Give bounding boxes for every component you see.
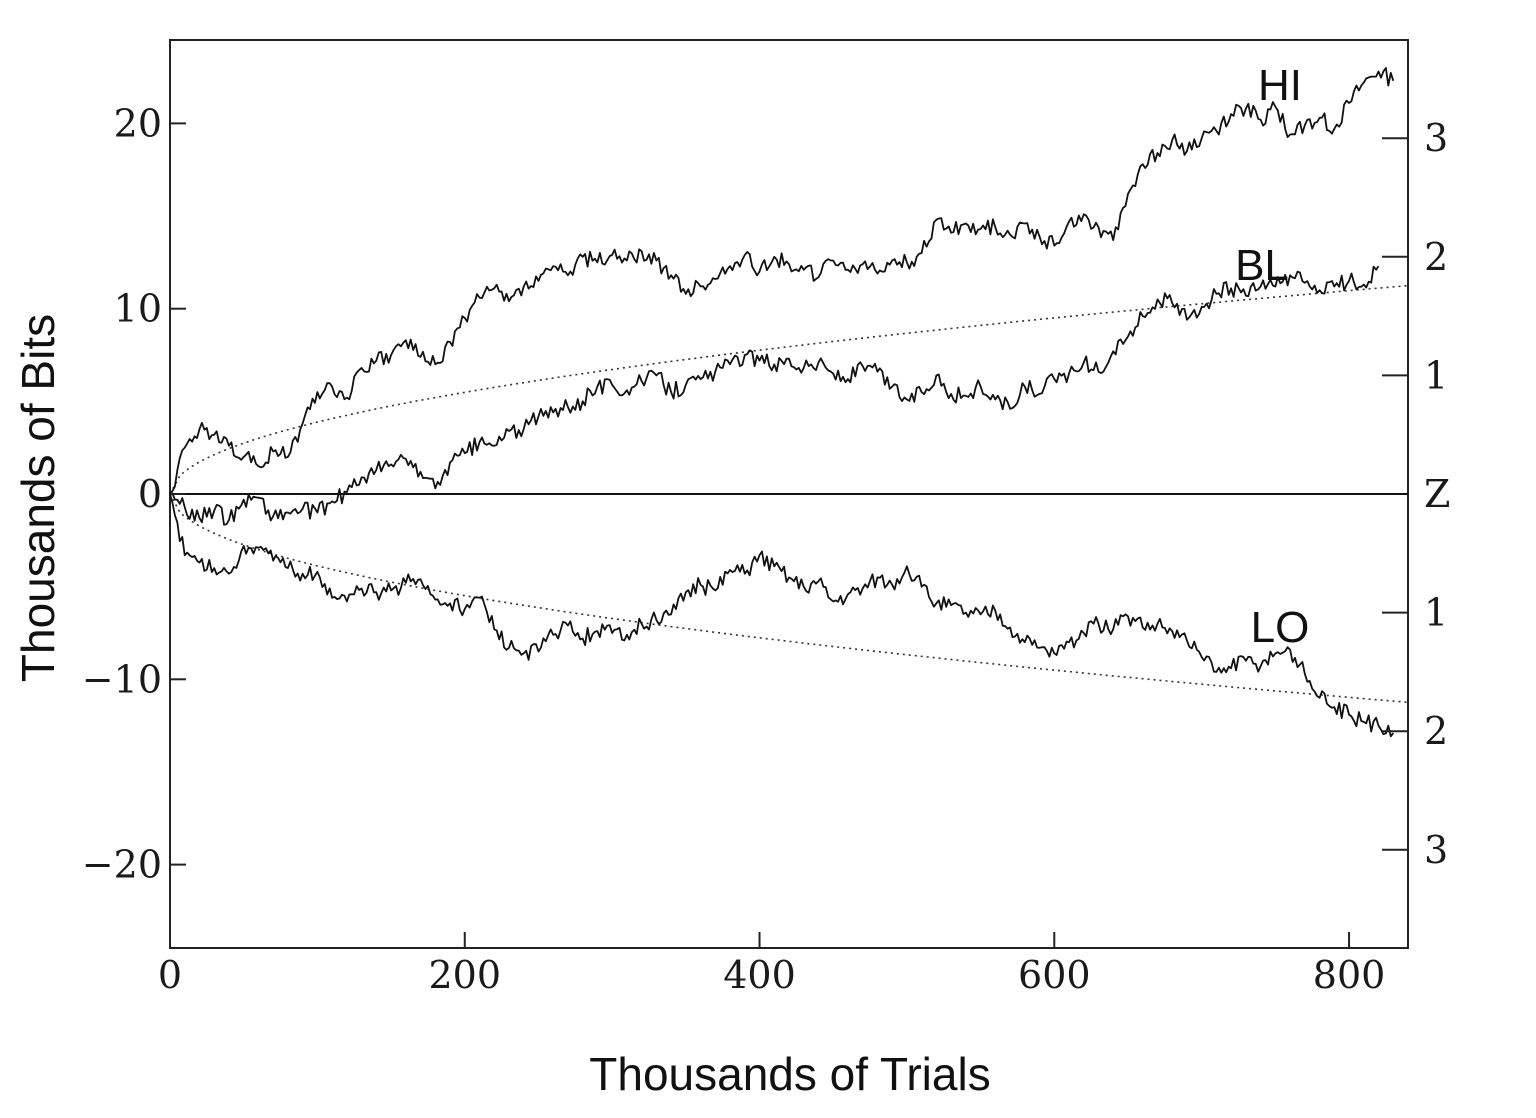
- x-tick-label: 200: [428, 953, 501, 997]
- y-tick-label: −20: [82, 843, 162, 887]
- y-tick-label: −10: [82, 657, 162, 701]
- y-axis-title: Thousands of Bits: [12, 314, 64, 682]
- z-tick-label: 3: [1424, 828, 1448, 872]
- x-tick-label: 400: [723, 953, 796, 997]
- y-tick-label: 0: [138, 472, 162, 516]
- z-tick-label: 1: [1424, 591, 1448, 635]
- series-group: [169, 67, 1395, 738]
- series-line-hi: [169, 67, 1395, 495]
- envelope-lower: [169, 493, 1409, 704]
- x-tick-label: 0: [158, 953, 182, 997]
- z-tick-label: 2: [1424, 235, 1448, 279]
- y-axis-ticks: −20 −10 0 10 20: [82, 101, 186, 887]
- series-line-bl: [169, 265, 1380, 526]
- right-z-axis-ticks: 3 2 1 Z 1 2 3: [1382, 116, 1450, 872]
- x-axis-ticks: 0 200 400 600 800: [158, 932, 1385, 997]
- y-tick-label: 10: [114, 287, 162, 331]
- series-label-lo: LO: [1251, 603, 1310, 652]
- z-tick-label: 1: [1424, 353, 1448, 397]
- series-label-bl: BL: [1235, 241, 1289, 290]
- y-tick-label: 20: [114, 101, 162, 145]
- series-labels: HI BL LO: [1235, 61, 1309, 652]
- series-line-lo: [169, 493, 1395, 738]
- envelope-group: [169, 284, 1409, 704]
- envelope-upper: [169, 284, 1409, 495]
- z-tick-label: 3: [1424, 116, 1448, 160]
- x-tick-label: 600: [1018, 953, 1091, 997]
- x-tick-label: 800: [1313, 953, 1386, 997]
- x-axis-title: Thousands of Trials: [589, 1048, 990, 1100]
- series-label-hi: HI: [1258, 61, 1302, 110]
- z-tick-label: Z: [1424, 472, 1450, 516]
- z-tick-label: 2: [1424, 709, 1448, 753]
